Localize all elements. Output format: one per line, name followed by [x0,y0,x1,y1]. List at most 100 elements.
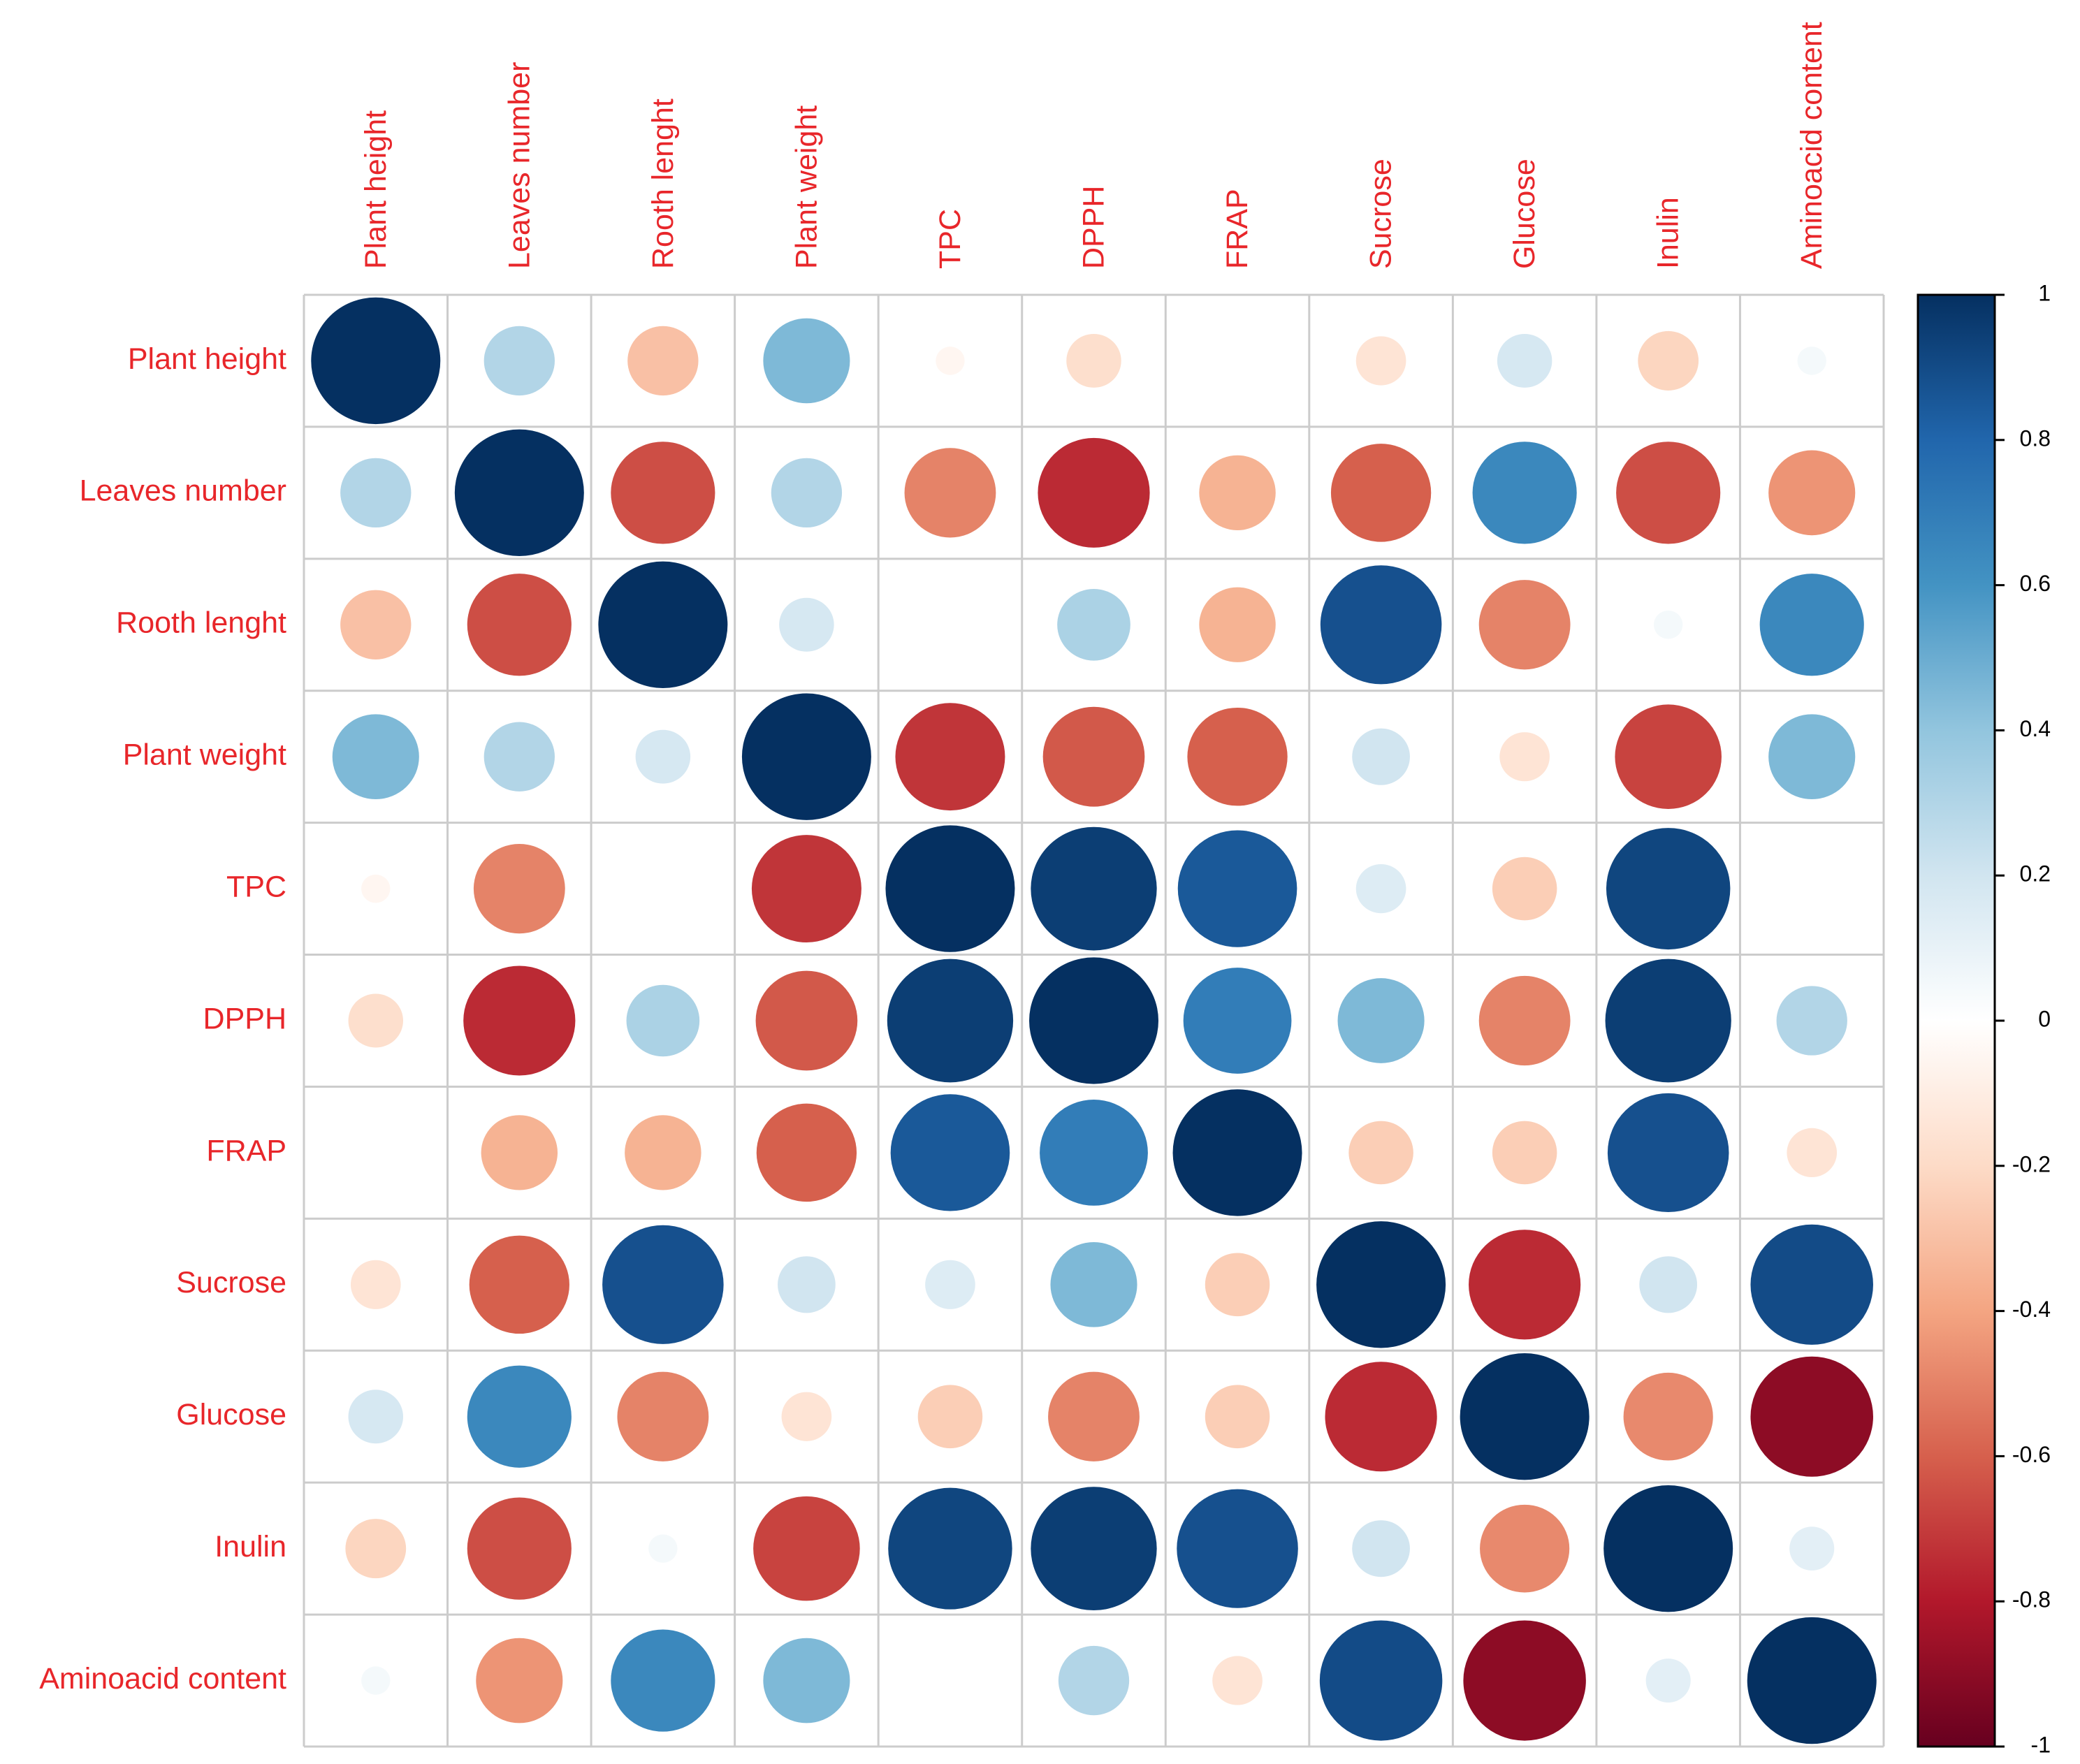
color-legend: 1 0.8 0.6 0.4 0.2 0 -0.2 -0.4 -0.6 -0.8 -1 [1917,280,2051,1757]
row-label: Plant height [128,342,286,376]
corr-circle-r4-c0 [361,874,391,903]
row-labels: Plant height Leaves number Rooth lenght Pla… [39,342,286,1696]
corr-circle-r9-c6 [1177,1489,1298,1608]
corr-circle-r7-c8 [1469,1230,1581,1340]
corr-circle-r4-c7 [1355,863,1406,914]
corr-circle-r2-c5 [1057,588,1130,661]
corr-circle-r6-c10 [1787,1128,1838,1178]
corr-circle-r10-c2 [611,1629,715,1732]
corr-circle-r0-c0 [311,297,441,425]
column-label: Aminoacid content [1795,22,1828,269]
column-label: Plant height [359,110,393,269]
corr-circle-r7-c2 [602,1225,724,1344]
corr-circle-r2-c2 [598,561,728,688]
corr-circle-r5-c10 [1776,986,1847,1056]
corr-circle-r4-c6 [1177,830,1297,947]
legend-tick-label: -0.6 [2012,1442,2051,1467]
row-label: DPPH [203,1002,286,1035]
column-label: Sucrose [1365,159,1398,269]
grid-layer [303,293,1885,1748]
corr-circle-r1-c6 [1199,455,1276,531]
corr-circle-r5-c4 [887,958,1014,1083]
corr-circle-r5-c7 [1337,978,1425,1063]
corr-circle-r6-c3 [756,1103,857,1202]
corr-circle-r4-c9 [1606,828,1731,950]
corr-circle-r9-c0 [345,1519,407,1579]
legend-tick-label: -0.4 [2012,1297,2051,1322]
corr-circle-r5-c9 [1605,958,1731,1083]
corr-circle-r7-c10 [1750,1224,1873,1345]
corr-circle-r3-c0 [332,714,419,800]
corr-circle-r10-c0 [361,1666,391,1695]
column-label: FRAP [1221,189,1254,269]
legend-tick-label: -1 [2031,1732,2051,1757]
corr-circle-r8-c10 [1750,1356,1873,1477]
corr-circle-r9-c2 [648,1534,678,1563]
row-label: Inulin [214,1530,286,1563]
corr-circle-r2-c6 [1199,587,1276,662]
corr-circle-r1-c5 [1038,437,1150,548]
corr-circle-r3-c10 [1768,714,1856,800]
corr-circle-r6-c6 [1172,1089,1302,1216]
corr-circle-r9-c5 [1031,1487,1157,1611]
column-label: Inulin [1652,197,1685,269]
corr-circle-r6-c9 [1607,1093,1729,1212]
corr-circle-r1-c10 [1768,450,1856,536]
corr-circle-r10-c7 [1319,1620,1443,1741]
corr-circle-r0-c7 [1355,336,1406,386]
corr-circle-r9-c8 [1480,1504,1570,1593]
corr-circle-r5-c1 [463,965,576,1076]
corr-circle-r3-c2 [635,729,691,784]
row-label: Sucrose [176,1266,286,1299]
corr-circle-r0-c2 [627,326,699,396]
corr-circle-r9-c3 [753,1496,860,1601]
row-label: Glucose [176,1398,286,1431]
corr-circle-r0-c9 [1638,330,1699,391]
legend-tick-label: 0 [2038,1006,2051,1031]
corr-circle-r5-c0 [348,993,404,1048]
corr-circle-r7-c5 [1050,1241,1137,1327]
column-label: DPPH [1077,186,1111,269]
column-label: Leaves number [502,62,536,269]
legend-tick-label: -0.8 [2012,1587,2051,1612]
corr-circle-r10-c10 [1747,1617,1877,1744]
corr-circle-r1-c9 [1616,442,1721,544]
corr-circle-r7-c3 [778,1256,836,1313]
corr-circle-r0-c4 [936,347,965,375]
corr-circle-r6-c5 [1040,1100,1148,1206]
corr-circle-r5-c5 [1029,957,1158,1084]
corr-circle-r4-c5 [1031,826,1157,951]
legend-tick-label: 0.2 [2020,861,2051,887]
legend-tick-label: -0.2 [2012,1151,2051,1176]
row-label: Plant weight [123,738,286,772]
column-label: Rooth lenght [646,99,680,269]
corr-circle-r3-c8 [1499,732,1550,782]
corr-circle-r8-c2 [617,1371,709,1462]
corr-circle-r6-c4 [890,1094,1010,1211]
corr-circle-r3-c4 [895,703,1005,811]
corr-circle-r0-c3 [763,318,850,404]
corr-circle-r4-c3 [751,835,861,943]
corr-circle-r9-c10 [1789,1526,1835,1571]
corr-circle-r4-c1 [473,843,565,934]
corr-circle-r9-c9 [1603,1485,1733,1612]
corr-circle-r5-c8 [1478,975,1571,1066]
corr-circle-r7-c4 [925,1260,975,1309]
legend-tick-label: 1 [2038,280,2051,305]
color-legend-bar [1917,293,1996,1748]
corr-circle-r2-c1 [467,574,572,676]
corr-circle-r0-c5 [1066,333,1121,388]
column-labels: Plant height Leaves number Rooth lenght Pla… [359,22,1828,269]
corr-circle-r9-c1 [467,1497,572,1600]
corr-circle-r6-c2 [625,1115,701,1190]
corr-circle-r10-c5 [1058,1645,1130,1716]
corr-circle-r2-c0 [340,590,412,659]
corr-circle-r1-c4 [904,448,996,538]
corr-circle-r9-c7 [1352,1520,1410,1577]
corr-circle-r1-c0 [340,458,412,528]
corr-circle-r5-c6 [1183,968,1292,1074]
corr-circle-r4-c4 [885,825,1015,952]
corr-circle-r8-c1 [467,1365,572,1468]
corr-circle-r0-c10 [1797,347,1826,375]
